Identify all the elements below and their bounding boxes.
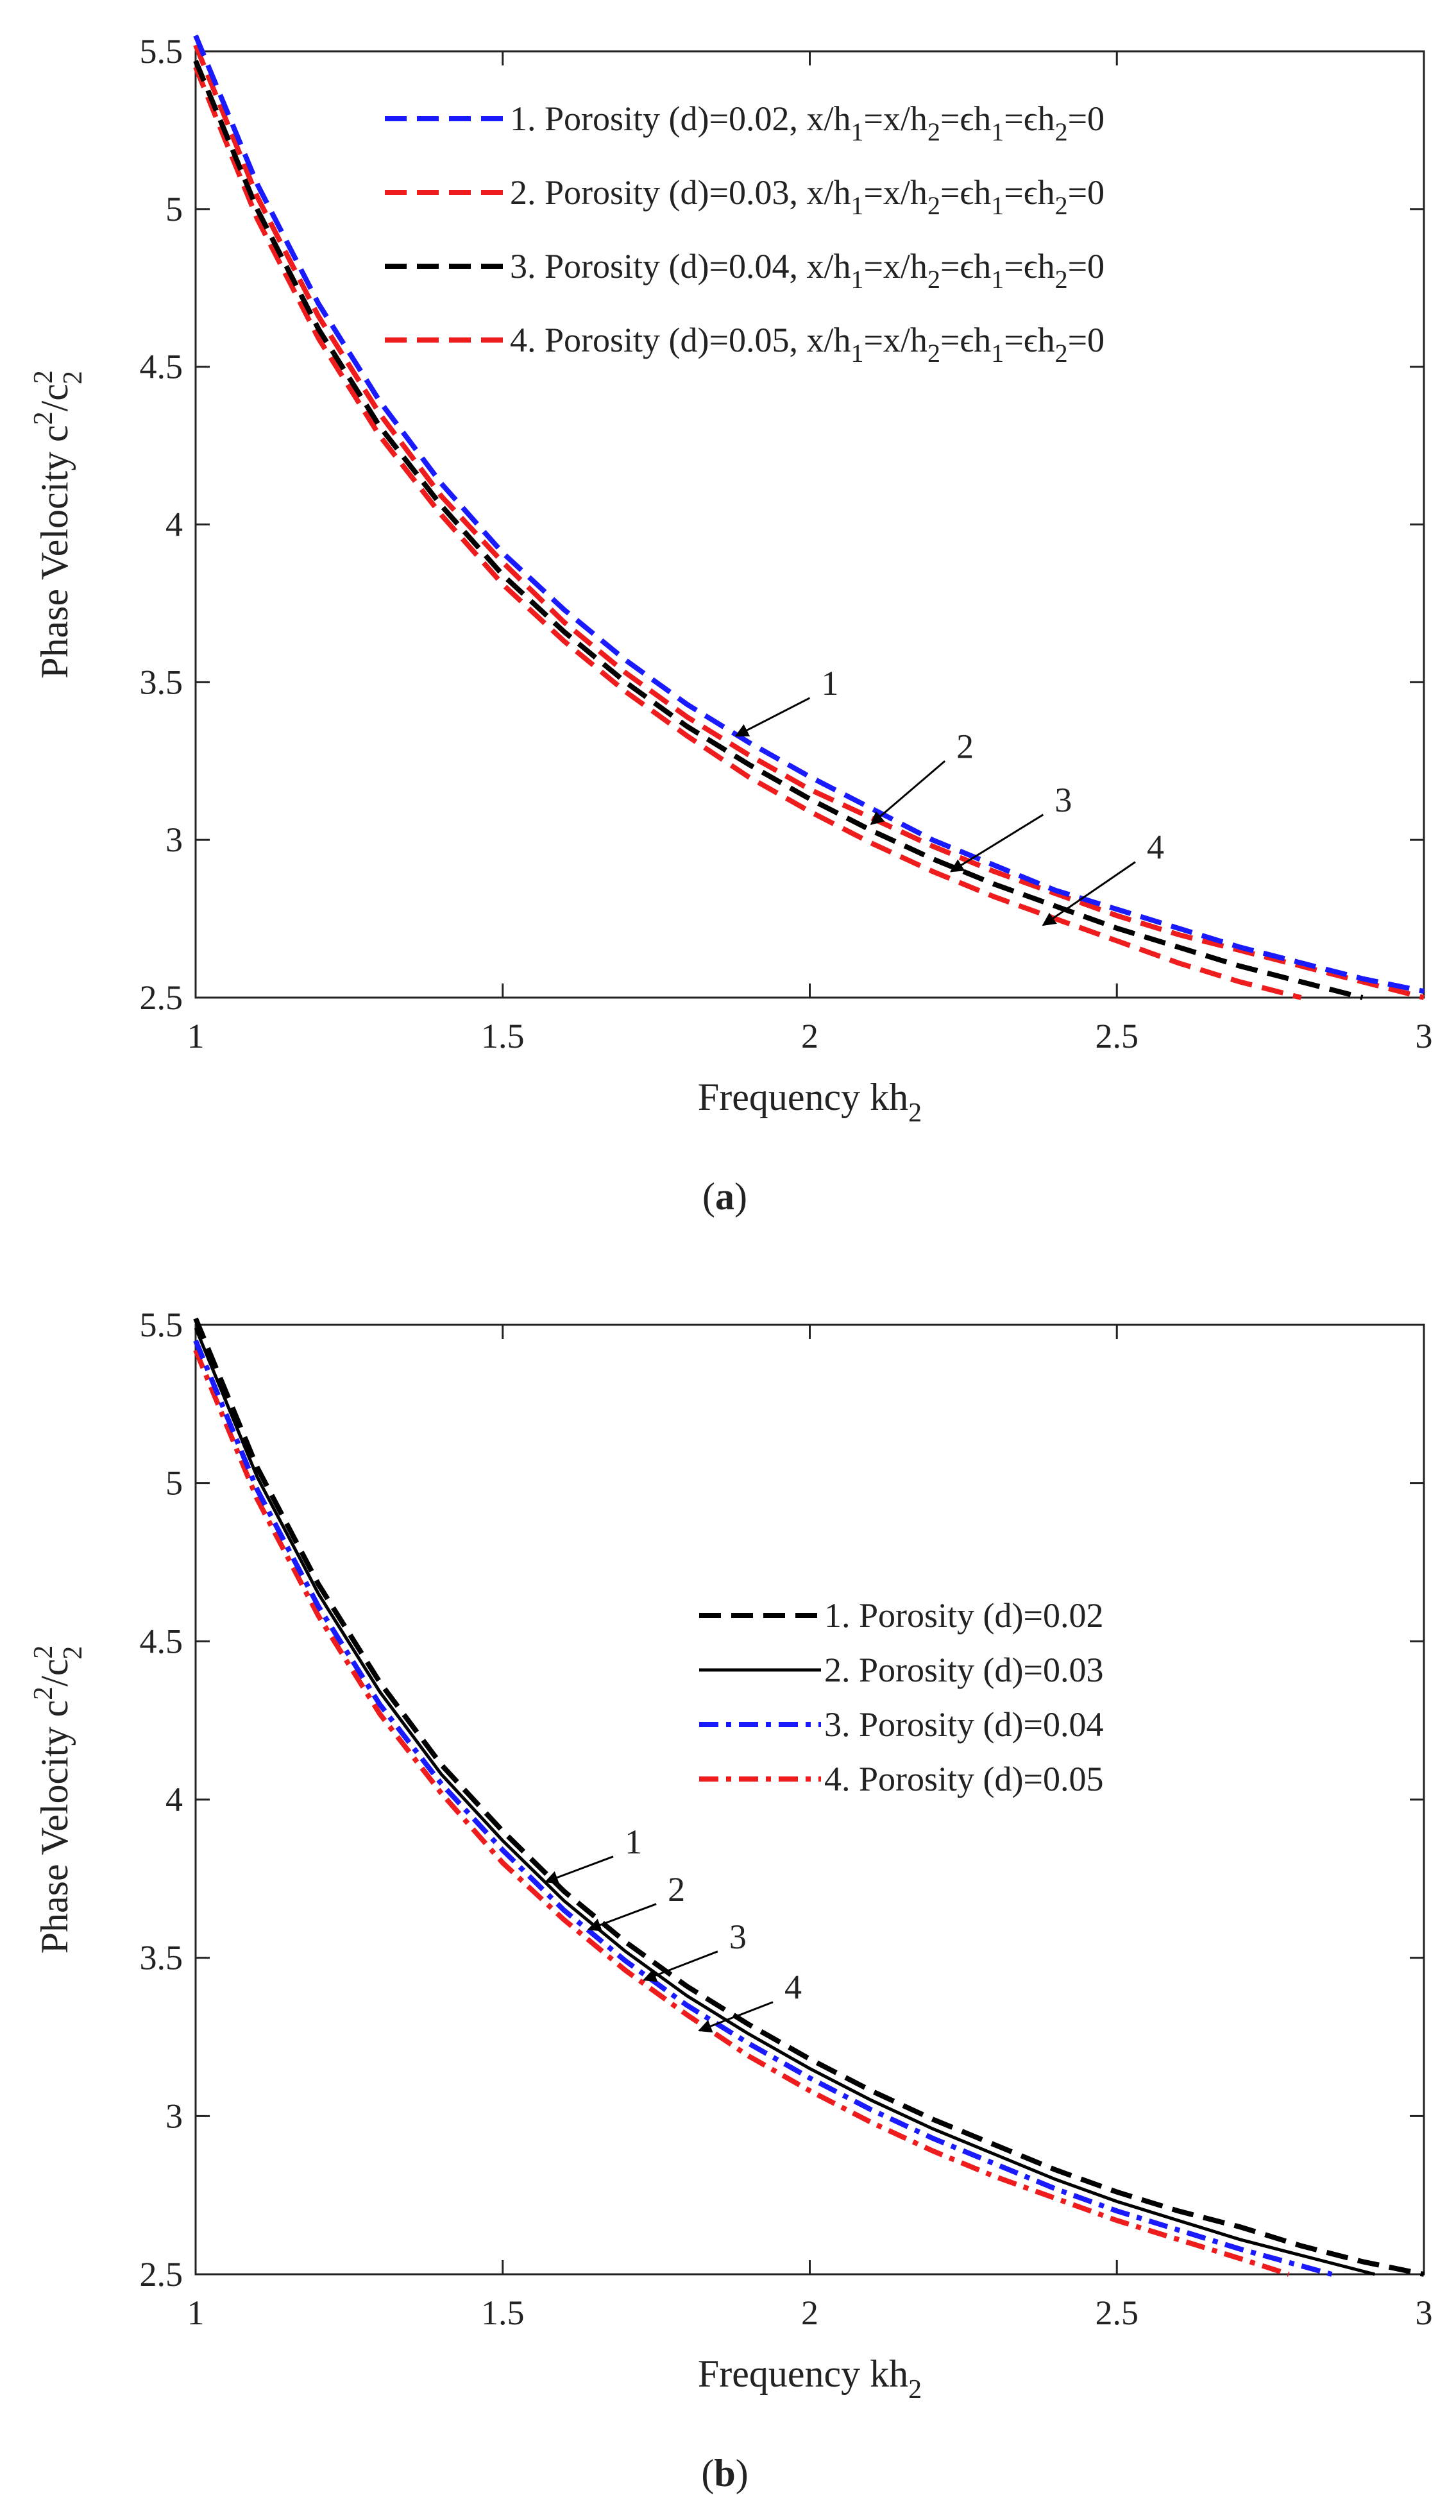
annotations: 12 34 xyxy=(544,1823,802,2033)
annotation-label-3: 3 xyxy=(729,1918,747,1956)
y-tick-label: 2.5 xyxy=(140,2255,183,2294)
x-tick-label: 1 xyxy=(187,2294,205,2332)
x-tick-label: 2 xyxy=(801,1017,818,1055)
series-line-2 xyxy=(194,1327,1376,2276)
annotation-label-3: 3 xyxy=(1054,781,1072,819)
annotation-label-4: 4 xyxy=(1147,828,1164,867)
x-tick-label: 1.5 xyxy=(481,1017,525,1055)
legend-label-4: 4. Porosity (d)=0.05, x/h1=x/h2=ϵh1=ϵh2=… xyxy=(510,321,1105,368)
legend: 1. Porosity (d)=0.02, x/h1=x/h2=ϵh1=ϵh2=… xyxy=(385,99,1105,368)
y-tick-label: 3 xyxy=(165,821,183,859)
y-tick-label: 5 xyxy=(165,190,183,228)
annotation-arrow-4 xyxy=(1042,861,1136,926)
x-axis-label: Frequency kh2 xyxy=(698,1076,922,1128)
legend-label-1: 1. Porosity (d)=0.02 xyxy=(824,1596,1103,1635)
y-tick-label: 2.5 xyxy=(140,978,183,1017)
y-axis-label: Phase Velocity c2/c22 xyxy=(29,1646,88,1954)
panel-a: 1 1.5 2 2.5 3 2.5 3 3.5 4 4.5 5 5.5 Frequency kh2 Pha… xyxy=(29,32,1433,1218)
y-tick-label: 3.5 xyxy=(140,1939,183,1977)
annotation-arrow-3 xyxy=(643,1950,718,1982)
series-line-3 xyxy=(193,1340,1333,2277)
y-tick-label: 4.5 xyxy=(140,348,183,386)
annotation-label-2: 2 xyxy=(956,727,974,765)
series-line-4 xyxy=(193,66,1302,1000)
annotation-label-4: 4 xyxy=(784,1968,802,2007)
legend-label-3: 3. Porosity (d)=0.04 xyxy=(824,1705,1103,1744)
annotations: 1 2 3 4 xyxy=(734,664,1164,926)
x-tick-label: 3 xyxy=(1416,2294,1433,2332)
annotation-arrow-4 xyxy=(698,2001,774,2033)
y-tick-label: 3 xyxy=(165,2097,183,2135)
legend-label-3: 3. Porosity (d)=0.04, x/h1=x/h2=ϵh1=ϵh2=… xyxy=(510,247,1105,294)
legend-label-2: 2. Porosity (d)=0.03 xyxy=(824,1651,1103,1689)
y-tick-label: 4 xyxy=(165,506,183,544)
x-tick-label: 2.5 xyxy=(1096,2294,1139,2332)
series-group xyxy=(193,1317,1425,2277)
x-tick-label: 3 xyxy=(1416,1017,1433,1055)
panel-b: 1 1.5 2 2.5 3 2.5 3 3.5 4 4.5 5 5.5 Frequency kh2 Pha… xyxy=(29,1306,1433,2494)
y-tick-label: 5.5 xyxy=(140,1306,183,1344)
panel-caption: (a) xyxy=(702,1175,747,1218)
x-tick-label: 2 xyxy=(801,2294,818,2332)
y-tick-label: 3.5 xyxy=(140,663,183,701)
series-line-1 xyxy=(193,34,1425,994)
annotation-arrow-2 xyxy=(870,760,946,825)
legend-label-1: 1. Porosity (d)=0.02, x/h1=x/h2=ϵh1=ϵh2=… xyxy=(510,99,1105,146)
annotation-arrow-1 xyxy=(544,1855,614,1884)
legend-label-4: 4. Porosity (d)=0.05 xyxy=(824,1760,1103,1798)
series-line-2 xyxy=(193,44,1425,1000)
x-tick-label: 1 xyxy=(187,1017,205,1055)
series-line-1 xyxy=(193,1317,1425,2277)
annotation-arrow-2 xyxy=(587,1903,657,1932)
y-tick-label: 4.5 xyxy=(140,1622,183,1660)
annotation-arrow-1 xyxy=(734,697,811,737)
y-tick-label: 4 xyxy=(165,1780,183,1819)
panel-caption: (b) xyxy=(701,2452,748,2494)
x-tick-label: 2.5 xyxy=(1096,1017,1139,1055)
y-tick-label: 5 xyxy=(165,1464,183,1503)
x-axis-label: Frequency kh2 xyxy=(698,2353,922,2405)
series-line-4 xyxy=(193,1349,1290,2277)
x-tick-label: 1.5 xyxy=(481,2294,525,2332)
annotation-label-2: 2 xyxy=(668,1870,685,1909)
plot-frame xyxy=(194,1324,1425,2276)
annotation-arrow-3 xyxy=(949,813,1044,873)
y-tick-label: 5.5 xyxy=(140,32,183,71)
annotation-label-1: 1 xyxy=(625,1823,642,1861)
legend-label-2: 2. Porosity (d)=0.03, x/h1=x/h2=ϵh1=ϵh2=… xyxy=(510,173,1105,220)
annotation-label-1: 1 xyxy=(822,664,839,702)
series-line-3 xyxy=(193,60,1364,1000)
legend: 1. Porosity (d)=0.02 2. Porosity (d)=0.03… xyxy=(699,1596,1103,1798)
y-axis-label: Phase Velocity c2/c22 xyxy=(29,370,88,679)
series-group xyxy=(193,34,1425,1000)
